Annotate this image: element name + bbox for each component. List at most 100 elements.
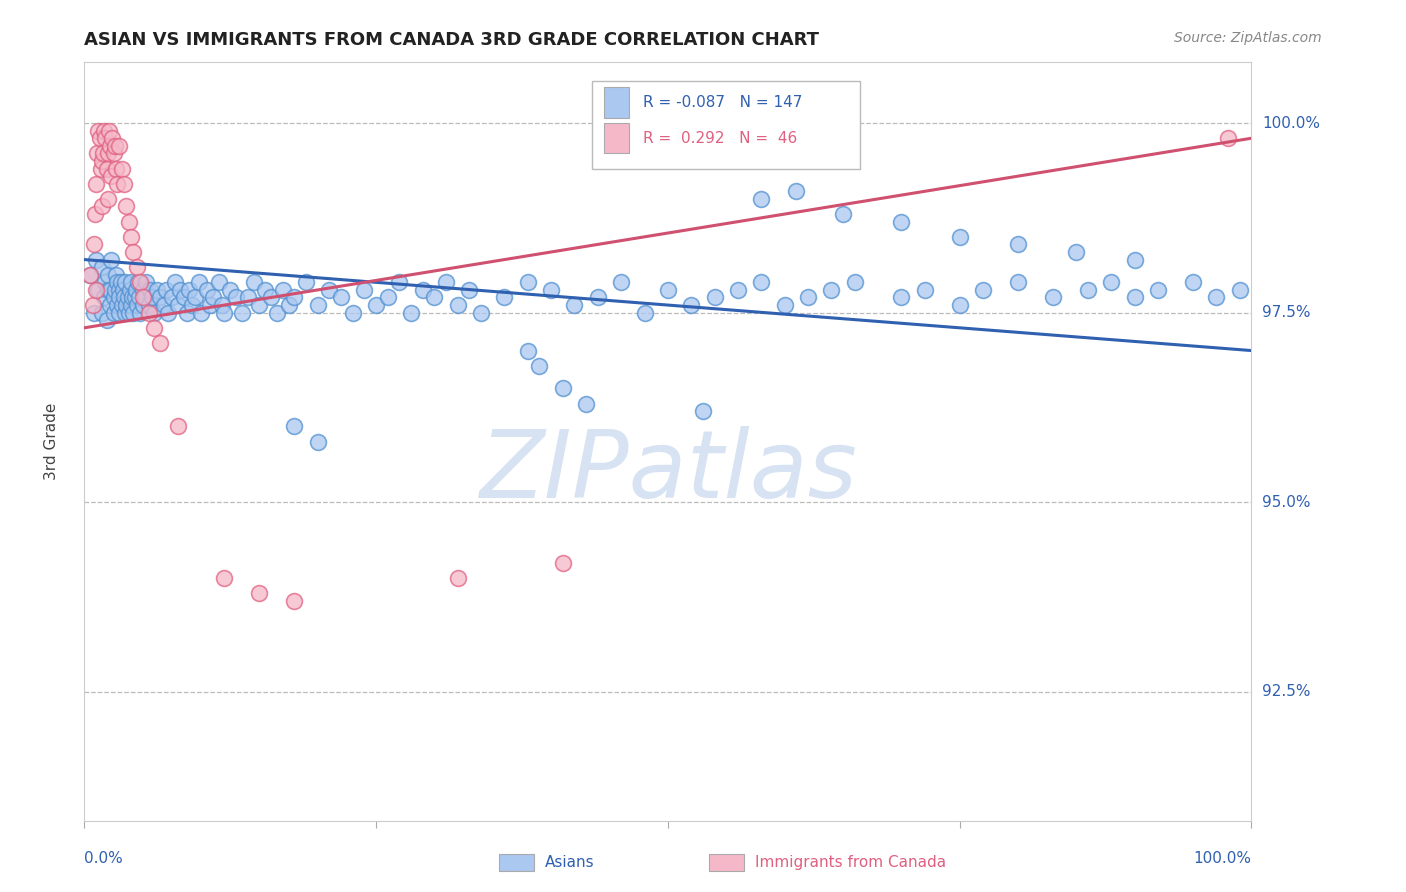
Point	[236, 291, 259, 305]
Point	[529, 359, 551, 373]
Point	[1007, 276, 1029, 290]
Point	[155, 283, 177, 297]
Point	[914, 283, 936, 297]
Point	[129, 306, 152, 320]
Point	[1066, 245, 1088, 260]
Point	[1077, 283, 1099, 297]
Point	[160, 291, 183, 305]
Point	[797, 291, 820, 305]
Point	[470, 306, 492, 320]
Point	[231, 306, 253, 320]
Point	[118, 283, 141, 297]
Point	[138, 298, 160, 312]
Point	[90, 306, 112, 320]
Point	[143, 321, 166, 335]
Point	[129, 276, 152, 290]
Text: R = -0.087   N = 147: R = -0.087 N = 147	[644, 95, 803, 110]
Point	[138, 283, 160, 297]
Point	[266, 306, 288, 320]
Point	[249, 298, 271, 312]
Point	[1123, 252, 1146, 267]
Point	[180, 298, 202, 312]
Point	[890, 291, 912, 305]
Point	[692, 404, 714, 418]
Point	[104, 268, 127, 282]
Point	[399, 306, 422, 320]
Point	[97, 192, 120, 206]
Point	[96, 161, 118, 176]
Point	[1007, 237, 1029, 252]
Point	[176, 306, 198, 320]
Point	[633, 306, 655, 320]
Point	[249, 586, 271, 600]
Point	[388, 276, 411, 290]
Point	[118, 215, 141, 229]
Point	[254, 283, 277, 297]
Point	[132, 298, 155, 312]
Point	[681, 298, 703, 312]
Point	[820, 283, 842, 297]
Text: 3rd Grade: 3rd Grade	[44, 403, 59, 480]
Point	[1099, 276, 1122, 290]
Point	[87, 283, 110, 297]
Point	[141, 291, 163, 305]
Point	[179, 283, 201, 297]
Point	[134, 291, 156, 305]
Text: 100.0%: 100.0%	[1263, 116, 1320, 130]
Point	[184, 291, 207, 305]
Point	[89, 131, 111, 145]
Point	[145, 283, 167, 297]
Point	[124, 291, 146, 305]
Point	[207, 276, 229, 290]
Point	[219, 283, 242, 297]
Point	[125, 298, 148, 312]
Point	[749, 192, 772, 206]
Point	[295, 276, 318, 290]
Point	[949, 230, 972, 244]
Point	[434, 276, 457, 290]
Point	[118, 306, 141, 320]
Point	[190, 306, 212, 320]
Point	[84, 283, 107, 297]
Point	[214, 306, 236, 320]
Text: ZIPatlas: ZIPatlas	[479, 426, 856, 517]
Point	[135, 276, 157, 290]
Point	[108, 306, 131, 320]
Point	[832, 207, 855, 221]
Point	[1147, 283, 1170, 297]
Point	[87, 124, 110, 138]
Point	[458, 283, 481, 297]
Point	[111, 283, 134, 297]
Point	[260, 291, 283, 305]
Point	[173, 291, 195, 305]
Point	[972, 283, 994, 297]
Point	[551, 556, 574, 570]
Point	[93, 124, 115, 138]
Point	[93, 291, 115, 305]
Text: Source: ZipAtlas.com: Source: ZipAtlas.com	[1174, 31, 1322, 45]
Point	[127, 276, 149, 290]
Point	[169, 283, 191, 297]
Point	[122, 245, 145, 260]
Point	[157, 306, 180, 320]
Point	[115, 200, 138, 214]
Point	[283, 419, 305, 434]
Point	[104, 161, 127, 176]
Point	[211, 298, 233, 312]
Point	[214, 571, 236, 585]
Point	[79, 268, 101, 282]
Point	[1123, 291, 1146, 305]
Point	[111, 298, 134, 312]
Point	[90, 154, 112, 169]
Point	[90, 200, 112, 214]
FancyBboxPatch shape	[592, 81, 860, 169]
Text: 97.5%: 97.5%	[1263, 305, 1310, 320]
Point	[610, 276, 633, 290]
FancyBboxPatch shape	[603, 123, 630, 153]
Point	[307, 298, 329, 312]
Point	[125, 283, 148, 297]
Point	[200, 298, 222, 312]
Point	[166, 419, 188, 434]
Point	[100, 252, 122, 267]
Point	[844, 276, 866, 290]
